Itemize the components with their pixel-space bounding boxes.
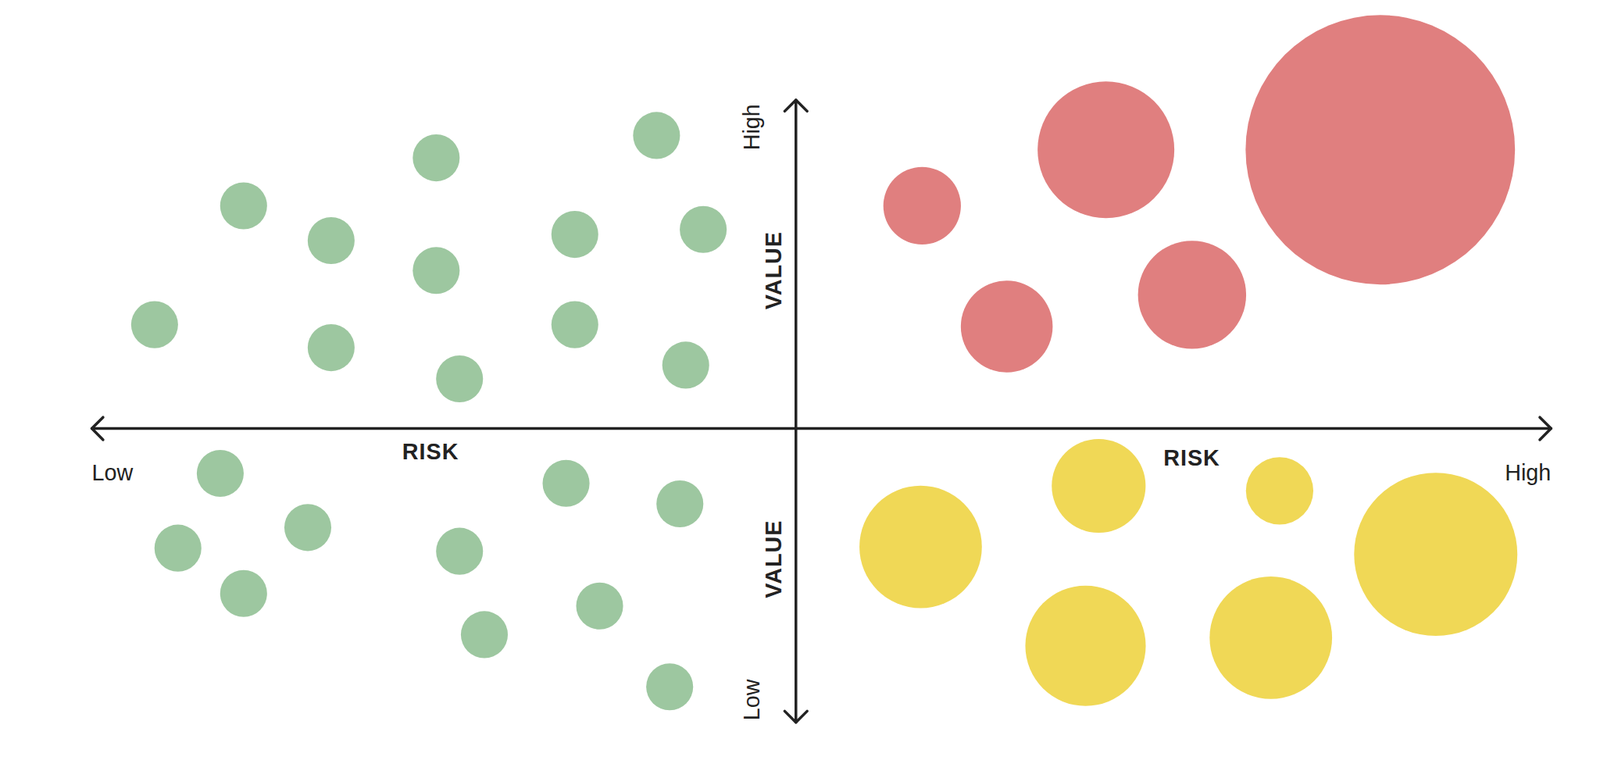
- marks: [131, 14, 1518, 711]
- bubble: [551, 301, 599, 349]
- bubble: [575, 582, 623, 630]
- bubble: [1353, 472, 1518, 636]
- bubble: [307, 324, 355, 372]
- y-arrow-top: [784, 100, 808, 111]
- bubble: [220, 570, 268, 618]
- x-axis-label: RISK: [402, 439, 460, 465]
- bubble: [196, 450, 244, 497]
- bubble: [960, 280, 1054, 373]
- bubble: [220, 182, 268, 229]
- x-arrow-right: [1539, 417, 1551, 440]
- bubble: [632, 111, 680, 159]
- bubble: [412, 134, 460, 182]
- chart: Low High Low High RISK RISK VALUE VALUE: [0, 0, 1600, 771]
- x-axis: [92, 427, 1552, 431]
- bubble: [551, 210, 599, 258]
- bubble: [1245, 14, 1515, 285]
- x-tick-label: Low: [92, 460, 134, 486]
- bubble-series: [859, 439, 1518, 707]
- bubble: [131, 301, 179, 349]
- bubble: [859, 485, 983, 609]
- bubble: [460, 610, 508, 658]
- bubble: [883, 167, 961, 245]
- bubble: [646, 663, 693, 711]
- bubble-series: [883, 14, 1516, 372]
- x-axis-label: RISK: [1163, 445, 1221, 471]
- x-tick-label: High: [1504, 460, 1551, 486]
- bubble: [1209, 576, 1333, 700]
- axes: [92, 100, 1552, 723]
- y-arrow-bottom: [784, 710, 808, 722]
- bubble: [1246, 457, 1314, 525]
- y-tick-label: High: [739, 103, 765, 150]
- bubble: [307, 217, 355, 265]
- y-axis-label: VALUE: [760, 231, 786, 310]
- bubble: [679, 206, 727, 254]
- bubble: [1138, 240, 1247, 349]
- bubble: [412, 246, 460, 294]
- bubble: [435, 355, 483, 403]
- bubble: [154, 525, 202, 572]
- bubble: [1025, 585, 1146, 707]
- y-tick-label: Low: [739, 678, 765, 721]
- bubble: [284, 503, 332, 551]
- labels: Low High Low High RISK RISK VALUE VALUE: [92, 103, 1552, 721]
- bubble: [435, 528, 483, 575]
- bubble: [1037, 81, 1175, 218]
- bubble: [656, 480, 704, 528]
- bubble: [1051, 439, 1146, 533]
- bubble: [542, 460, 590, 508]
- x-arrow-left: [92, 417, 104, 440]
- bubble: [662, 341, 710, 389]
- y-axis-label: VALUE: [760, 520, 786, 599]
- bubble-series: [131, 111, 727, 711]
- y-axis: [794, 100, 798, 723]
